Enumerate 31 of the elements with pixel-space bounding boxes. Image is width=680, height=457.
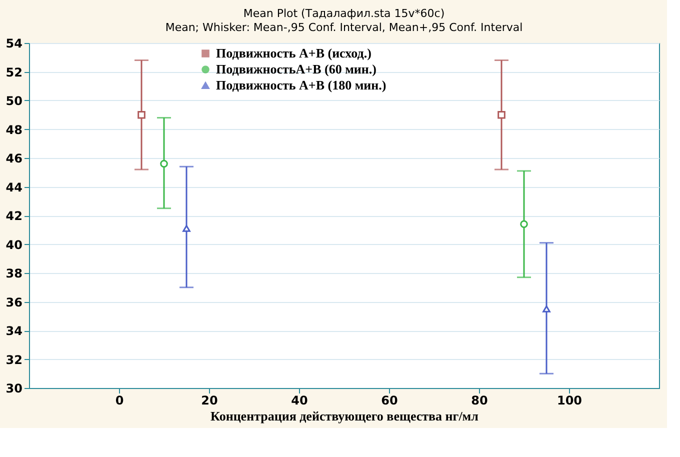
y-tick-label: 36 bbox=[6, 295, 22, 310]
x-tick-label: 60 bbox=[381, 394, 398, 408]
y-tick-label: 48 bbox=[6, 122, 22, 137]
point bbox=[542, 305, 550, 312]
x-tick-label: 100 bbox=[556, 394, 582, 408]
y-tick-label: 38 bbox=[6, 266, 22, 280]
point bbox=[182, 224, 190, 232]
point bbox=[498, 110, 506, 119]
chart-subtitle: Mean; Whisker: Mean-,95 Conf. Interval, Mean+,95 Conf. Interval bbox=[165, 21, 523, 34]
x-axis-title: Концентрация действующего вещества нг/мл bbox=[210, 408, 478, 424]
y-tick-label: 44 bbox=[6, 180, 22, 194]
point bbox=[520, 220, 528, 228]
point bbox=[160, 160, 168, 168]
y-tick-label: 42 bbox=[6, 209, 22, 223]
legend-label: Подвижность А+В (исход.) bbox=[216, 46, 372, 60]
point bbox=[138, 110, 146, 119]
y-tick-label: 52 bbox=[6, 65, 22, 80]
chart-title: Mean Plot (Тадалафил.sta 15v*60c) bbox=[243, 7, 445, 20]
y-tick-label: 46 bbox=[6, 152, 22, 166]
y-tick-label: 40 bbox=[6, 238, 22, 252]
x-tick-label: 40 bbox=[291, 394, 308, 408]
y-tick-label: 30 bbox=[6, 382, 22, 396]
x-tick-label: 20 bbox=[201, 394, 218, 408]
x-tick-label: 80 bbox=[471, 394, 488, 408]
y-tick-label: 32 bbox=[6, 352, 22, 367]
y-tick-label: 50 bbox=[6, 94, 22, 108]
x-tick-label: 0 bbox=[115, 394, 124, 408]
y-tick-label: 34 bbox=[6, 324, 22, 338]
legend-label: Подвижность А+В (180 мин.) bbox=[216, 78, 386, 92]
legend-label: ПодвижностьА+В (60 мин.) bbox=[216, 62, 376, 76]
y-tick-label: 54 bbox=[6, 36, 22, 50]
